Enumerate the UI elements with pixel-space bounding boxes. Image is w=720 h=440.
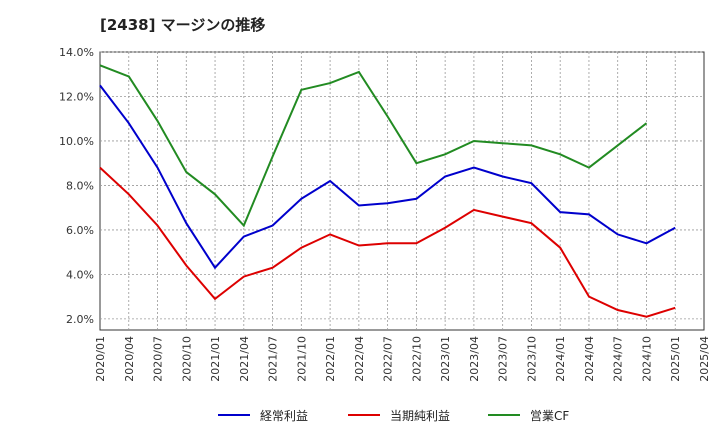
series-line-2 <box>99 166 676 318</box>
y-tick-label: 14.0% <box>59 46 94 59</box>
x-tick-label: 2022/04 <box>353 336 366 382</box>
x-tick-label: 2020/04 <box>123 336 136 382</box>
y-tick-label: 12.0% <box>59 90 94 103</box>
x-tick-label: 2023/01 <box>439 336 452 382</box>
axis-labels: 2.0% 4.0% 6.0% 8.0% 10.0% 12.0% 14.0% 2020/01 20… <box>59 46 711 382</box>
y-tick-label: 6.0% <box>66 224 94 237</box>
x-tick-label: 2023/04 <box>468 336 481 382</box>
plot-area <box>99 51 705 331</box>
legend-label: 経常利益 <box>260 409 308 423</box>
x-tick-label: 2024/04 <box>583 336 596 382</box>
series-lines <box>99 64 676 318</box>
series-line-3 <box>99 64 648 228</box>
legend-label: 当期純利益 <box>390 409 450 423</box>
x-tick-label: 2020/07 <box>152 336 165 382</box>
x-tick-label: 2021/04 <box>238 336 251 382</box>
x-tick-label: 2021/07 <box>267 336 280 382</box>
y-tick-label: 8.0% <box>66 179 94 192</box>
legend: 経常利益 当期純利益 営業CF <box>218 409 569 423</box>
x-tick-label: 2021/01 <box>209 336 222 382</box>
x-tick-label: 2022/01 <box>324 336 337 382</box>
x-tick-label: 2023/07 <box>497 336 510 382</box>
grid-lines <box>100 51 704 330</box>
x-tick-label: 2024/07 <box>612 336 625 382</box>
legend-label: 営業CF <box>530 409 569 423</box>
series-line-1 <box>99 84 676 270</box>
y-tick-label: 4.0% <box>66 268 94 281</box>
x-tick-label: 2020/10 <box>180 336 193 382</box>
chart-title: [2438] マージンの推移 <box>100 16 266 34</box>
y-tick-label: 2.0% <box>66 313 94 326</box>
x-tick-label: 2024/10 <box>640 336 653 382</box>
x-tick-label: 2024/01 <box>554 336 567 382</box>
x-tick-label: 2022/07 <box>382 336 395 382</box>
y-tick-label: 10.0% <box>59 135 94 148</box>
x-tick-label: 2025/04 <box>698 336 711 382</box>
x-tick-label: 2020/01 <box>94 336 107 382</box>
x-tick-label: 2022/10 <box>410 336 423 382</box>
x-tick-label: 2023/10 <box>525 336 538 382</box>
x-tick-label: 2021/10 <box>295 336 308 382</box>
x-tick-label: 2025/01 <box>669 336 682 382</box>
